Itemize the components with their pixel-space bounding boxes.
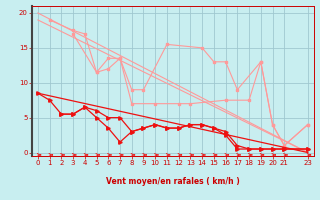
X-axis label: Vent moyen/en rafales ( km/h ): Vent moyen/en rafales ( km/h ) <box>106 177 240 186</box>
